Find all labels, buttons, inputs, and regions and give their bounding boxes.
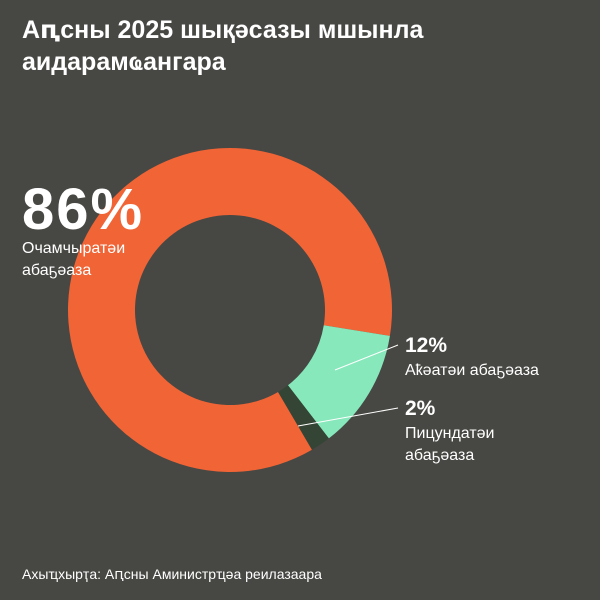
donut-slice [287,325,390,439]
value-label: 12% [405,334,448,357]
slice-label: Пицундатәи абаҕәаза [405,425,495,464]
slice-label: Аҟәатәи абаҕәаза [405,362,539,379]
leader-line [297,407,399,427]
source-note: Ахыҵхырҭа: Аԥсны Аминистрҵәа реилазаара [22,566,322,582]
donut-slice [68,148,392,473]
chart-title: Аԥсны 2025 шықәсазы мшынла аидарамҩангар… [22,16,424,76]
slice-label: Очамчыратәи абаҕәаза [22,240,126,279]
value-label: 2% [405,397,436,420]
leader-line [334,344,399,371]
value-label: 86% [22,177,145,242]
donut-slice [278,385,329,450]
